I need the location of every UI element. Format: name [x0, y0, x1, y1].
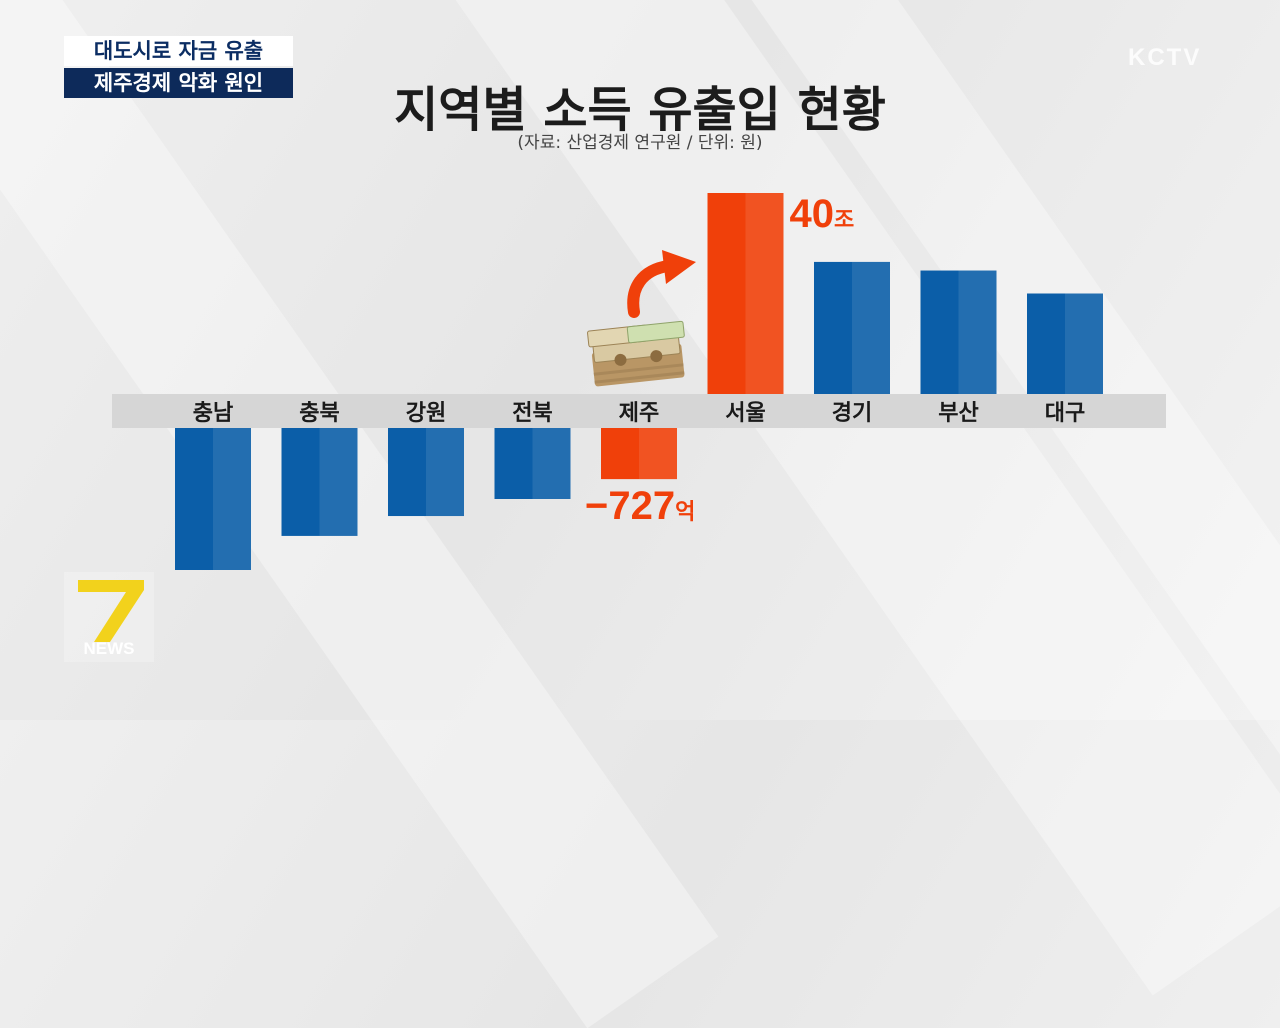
- category-label: 제주: [619, 401, 659, 426]
- category-label: 전북: [512, 401, 552, 426]
- channel-logo: KCTV: [1128, 44, 1202, 71]
- bar: [601, 428, 677, 480]
- program-logo: NEWS: [64, 572, 154, 662]
- bar-sheen: [745, 193, 784, 394]
- bar: [494, 428, 571, 499]
- bar-강원: [388, 428, 464, 517]
- bar-sheen: [852, 261, 890, 394]
- bar-sheen: [426, 428, 464, 517]
- bar-sheen: [213, 428, 251, 570]
- bar: [281, 428, 358, 536]
- bar-sheen: [532, 428, 571, 499]
- category-label: 충북: [299, 401, 339, 426]
- bar-부산: [920, 270, 997, 394]
- bar-sheen: [1065, 293, 1103, 394]
- bar: [1027, 293, 1103, 394]
- bar: [707, 193, 784, 394]
- data-label: −727억: [585, 484, 695, 528]
- bar: [920, 270, 997, 394]
- bar-sheen: [319, 428, 358, 536]
- bar: [814, 261, 890, 394]
- category-label: 충남: [193, 401, 233, 426]
- bar-충남: [175, 428, 251, 570]
- category-label: 대구: [1045, 401, 1085, 426]
- program-logo-text: NEWS: [84, 639, 135, 658]
- curved-arrow-icon: [627, 250, 696, 318]
- seven-news-icon: NEWS: [64, 572, 154, 662]
- data-label: 40조: [790, 192, 855, 236]
- chart-title: 지역별 소득 유출입 현황: [394, 82, 886, 138]
- category-label: 서울: [725, 401, 765, 426]
- category-label: 강원: [406, 401, 446, 426]
- bar-제주: [601, 428, 677, 480]
- category-label: 부산: [938, 401, 978, 426]
- bar-전북: [494, 428, 571, 499]
- headline-line-1: 대도시로 자금 유출: [64, 36, 293, 66]
- category-label: 경기: [832, 401, 872, 426]
- bar-서울: [707, 193, 784, 394]
- headline-line-2: 제주경제 악화 원인: [64, 68, 293, 98]
- bar: [175, 428, 251, 570]
- news-headline: 대도시로 자금 유출 제주경제 악화 원인: [64, 36, 293, 98]
- category-axis-band: [112, 394, 1166, 428]
- bar-경기: [814, 261, 890, 394]
- bar-대구: [1027, 293, 1103, 394]
- money-stack-icon: [587, 320, 685, 387]
- bar-sheen: [639, 428, 677, 480]
- bar-충북: [281, 428, 358, 536]
- bar: [388, 428, 464, 517]
- bar-sheen: [958, 270, 997, 394]
- chart-subtitle: (자료: 산업경제 연구원 / 단위: 원): [517, 133, 763, 153]
